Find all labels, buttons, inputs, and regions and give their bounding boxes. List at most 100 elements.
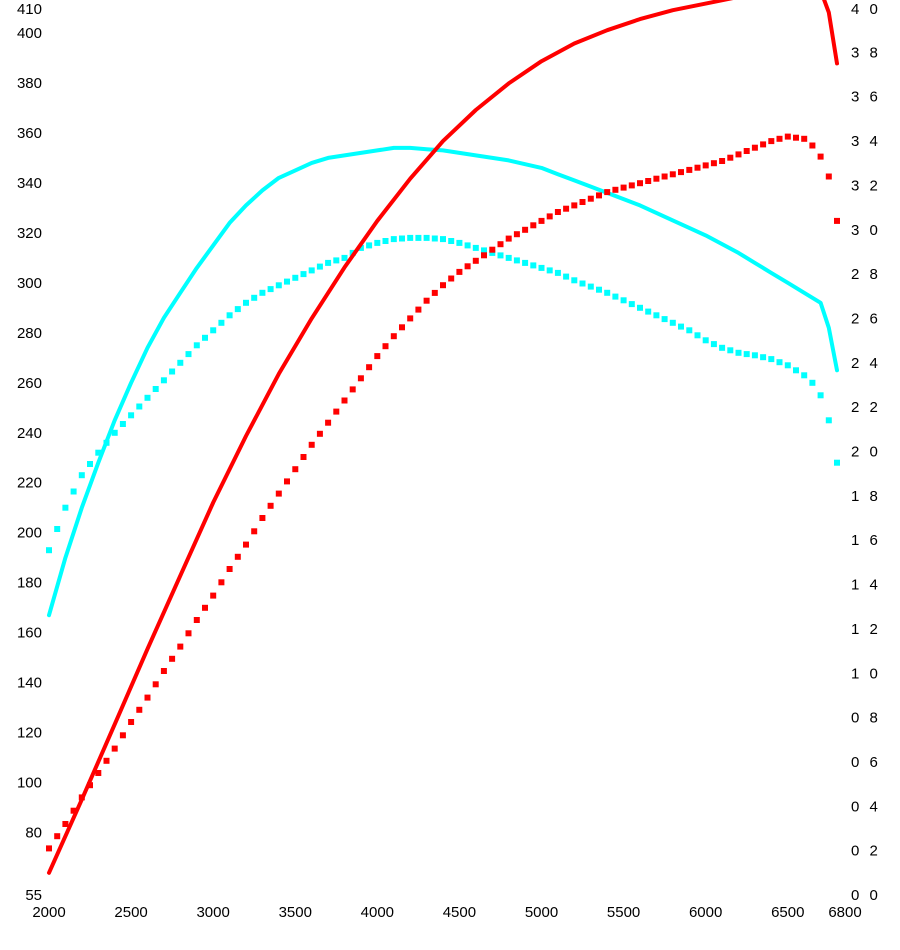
series-line-power-solid <box>47 0 839 875</box>
data-point <box>727 154 734 161</box>
data-point <box>612 293 619 300</box>
data-point <box>144 394 151 401</box>
data-point <box>834 217 840 224</box>
data-point <box>316 430 323 437</box>
data-point <box>678 169 684 176</box>
data-point <box>374 239 381 246</box>
left-tick-label-80: 80 <box>25 825 42 842</box>
left-tick-label-160: 160 <box>17 625 42 642</box>
data-point <box>111 745 118 752</box>
data-point <box>202 334 208 341</box>
data-point <box>267 286 274 293</box>
data-point <box>308 441 315 448</box>
data-point <box>760 354 767 361</box>
data-point <box>456 239 463 246</box>
left-axis: 55 80 100 120 140 160 180 200 220 240 260 280 300 320… <box>17 1 42 904</box>
data-point <box>751 144 758 151</box>
data-point <box>620 297 627 304</box>
data-point <box>637 180 643 187</box>
data-point <box>128 719 135 725</box>
data-point <box>710 160 717 167</box>
data-point <box>530 222 537 229</box>
x-tick-label-3000: 3000 <box>196 904 229 921</box>
right-tick-label-12: 1 2 <box>851 621 881 638</box>
left-tick-label-140: 140 <box>17 675 42 692</box>
data-point <box>489 246 496 253</box>
left-tick-label-180: 180 <box>17 575 42 592</box>
data-point <box>169 368 176 375</box>
data-point <box>825 173 832 180</box>
data-point <box>809 142 816 149</box>
data-point <box>546 213 553 220</box>
data-point <box>472 244 479 251</box>
data-point <box>111 429 118 436</box>
right-tick-label-22: 2 2 <box>851 399 881 416</box>
data-point <box>481 247 487 254</box>
data-point <box>284 278 290 285</box>
data-point <box>357 375 364 382</box>
data-point <box>817 392 824 399</box>
right-tick-label-18: 1 8 <box>851 488 881 505</box>
data-point <box>300 454 307 460</box>
data-point <box>440 236 446 243</box>
data-point <box>275 282 282 289</box>
data-point <box>160 668 167 674</box>
data-point <box>399 235 405 242</box>
data-point <box>456 268 463 275</box>
right-tick-label-6: 0 6 <box>851 754 881 771</box>
data-point <box>152 386 159 392</box>
left-tick-label-240: 240 <box>17 425 42 442</box>
data-point <box>399 324 405 331</box>
data-point <box>382 238 389 244</box>
data-point <box>497 252 504 259</box>
data-point <box>193 617 200 623</box>
data-point <box>202 604 208 611</box>
data-point <box>579 280 586 287</box>
data-point <box>513 257 520 264</box>
data-point <box>218 319 225 326</box>
data-point <box>316 263 323 270</box>
plot-area <box>46 0 840 875</box>
data-point <box>628 301 635 308</box>
data-point <box>571 202 578 209</box>
data-point <box>620 184 627 191</box>
data-point <box>637 304 643 311</box>
right-tick-label-30: 3 0 <box>851 222 881 239</box>
data-point <box>251 294 258 301</box>
data-point <box>784 362 791 369</box>
data-point <box>571 277 578 284</box>
data-point <box>275 490 282 497</box>
data-point <box>251 528 258 535</box>
data-point <box>678 323 684 330</box>
right-tick-label-26: 2 6 <box>851 310 881 327</box>
data-point <box>702 337 709 344</box>
series-points-power-dotted <box>46 133 840 852</box>
data-point <box>349 386 356 393</box>
data-point <box>497 241 504 248</box>
data-point <box>78 794 85 801</box>
data-point <box>177 643 184 650</box>
data-point <box>546 267 553 274</box>
data-point <box>513 231 520 238</box>
data-point <box>464 242 471 249</box>
data-point <box>46 845 52 852</box>
x-tick-label-6500: 6500 <box>771 904 804 921</box>
right-tick-label-36: 3 6 <box>851 89 881 106</box>
right-tick-label-14: 1 4 <box>851 577 881 594</box>
data-point <box>366 364 373 371</box>
data-point <box>431 235 438 242</box>
data-point <box>612 186 619 193</box>
data-point <box>686 166 693 173</box>
data-point <box>702 162 709 169</box>
data-point <box>218 579 225 586</box>
left-tick-label-120: 120 <box>17 725 42 742</box>
data-point <box>144 694 151 701</box>
right-tick-label-2: 0 2 <box>851 843 881 860</box>
data-point <box>743 148 750 154</box>
data-point <box>743 351 750 358</box>
data-point <box>185 630 192 637</box>
data-point <box>300 271 307 278</box>
data-point <box>735 349 742 356</box>
data-point <box>78 472 85 479</box>
